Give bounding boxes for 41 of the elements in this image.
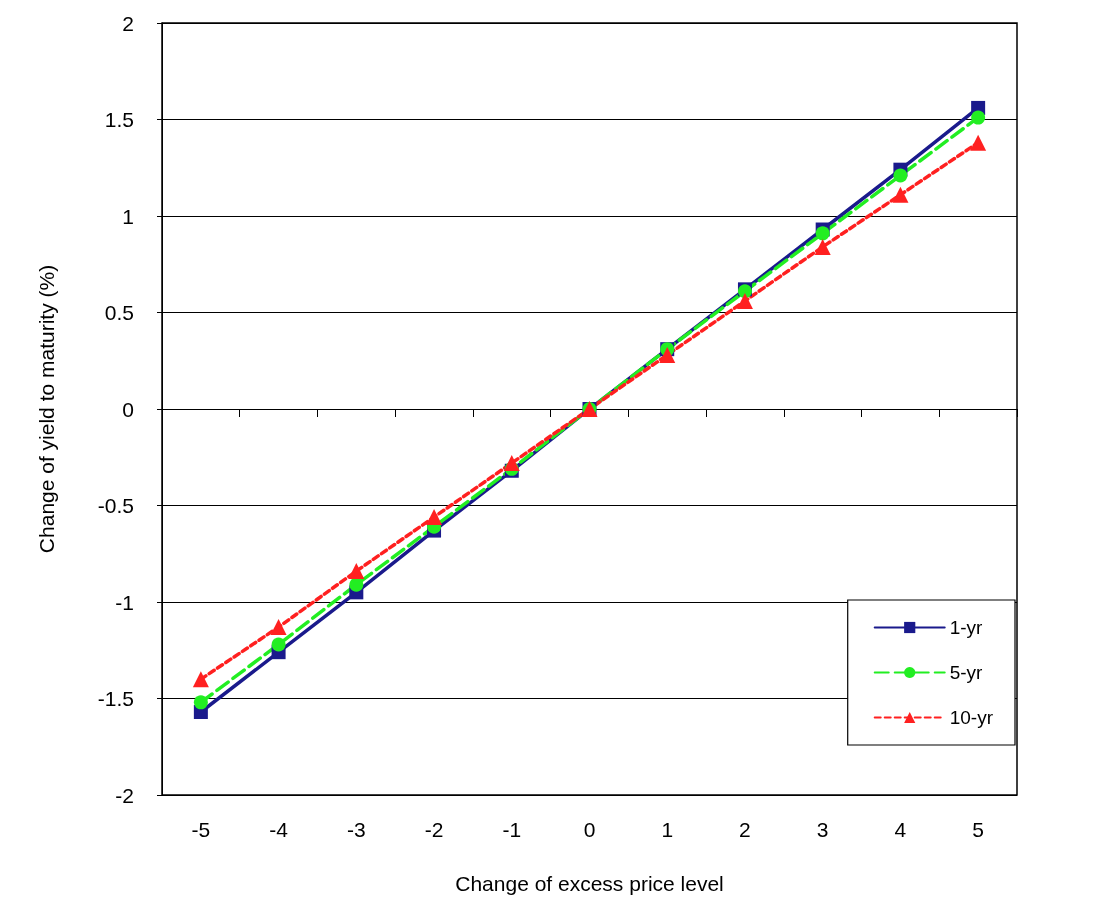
x-tick-label: 3 [816,818,829,841]
point [814,238,831,255]
point [659,346,676,363]
point [192,671,209,688]
y-tick-label: -1.5 [97,687,134,710]
y-tick-label: -0.5 [97,494,134,517]
x-tick-label: -2 [424,818,444,841]
legend-label: 5-yr [949,662,984,683]
legend-label: 10-yr [949,707,994,728]
legend-label: 1-yr [949,617,984,638]
x-tick-label: 5 [972,818,984,841]
y-tick-label: 0.5 [104,301,134,324]
y-tick-label: -1 [115,590,134,614]
point [736,292,753,309]
x-tick-label: 1 [661,818,674,841]
point [892,186,909,203]
y-axis-title: Change of yield to maturity (%) [35,264,58,554]
point [503,455,520,472]
y-tick-label: 1 [122,204,134,228]
y-tick-label: 1.5 [104,108,134,131]
x-tick-label: -1 [502,818,522,841]
point [426,509,443,526]
x-axis-title: Change of excess price level [455,872,724,895]
x-tick-label: -3 [346,818,366,841]
x-tick-label: 2 [739,818,751,841]
x-tick-label: 0 [583,818,596,841]
point [271,637,286,652]
point [193,695,208,710]
point [893,168,908,183]
point [349,577,364,592]
y-tick-label: 2 [122,11,134,35]
point [970,134,987,151]
point [971,110,986,125]
x-tick-label: -4 [269,818,289,841]
x-tick-label: -5 [191,818,211,841]
y-tick-label: 0 [122,397,134,421]
x-tick-label: 4 [894,818,907,841]
y-tick-label: -2 [115,783,134,807]
point [270,619,287,636]
point [815,226,830,241]
point [348,563,365,580]
